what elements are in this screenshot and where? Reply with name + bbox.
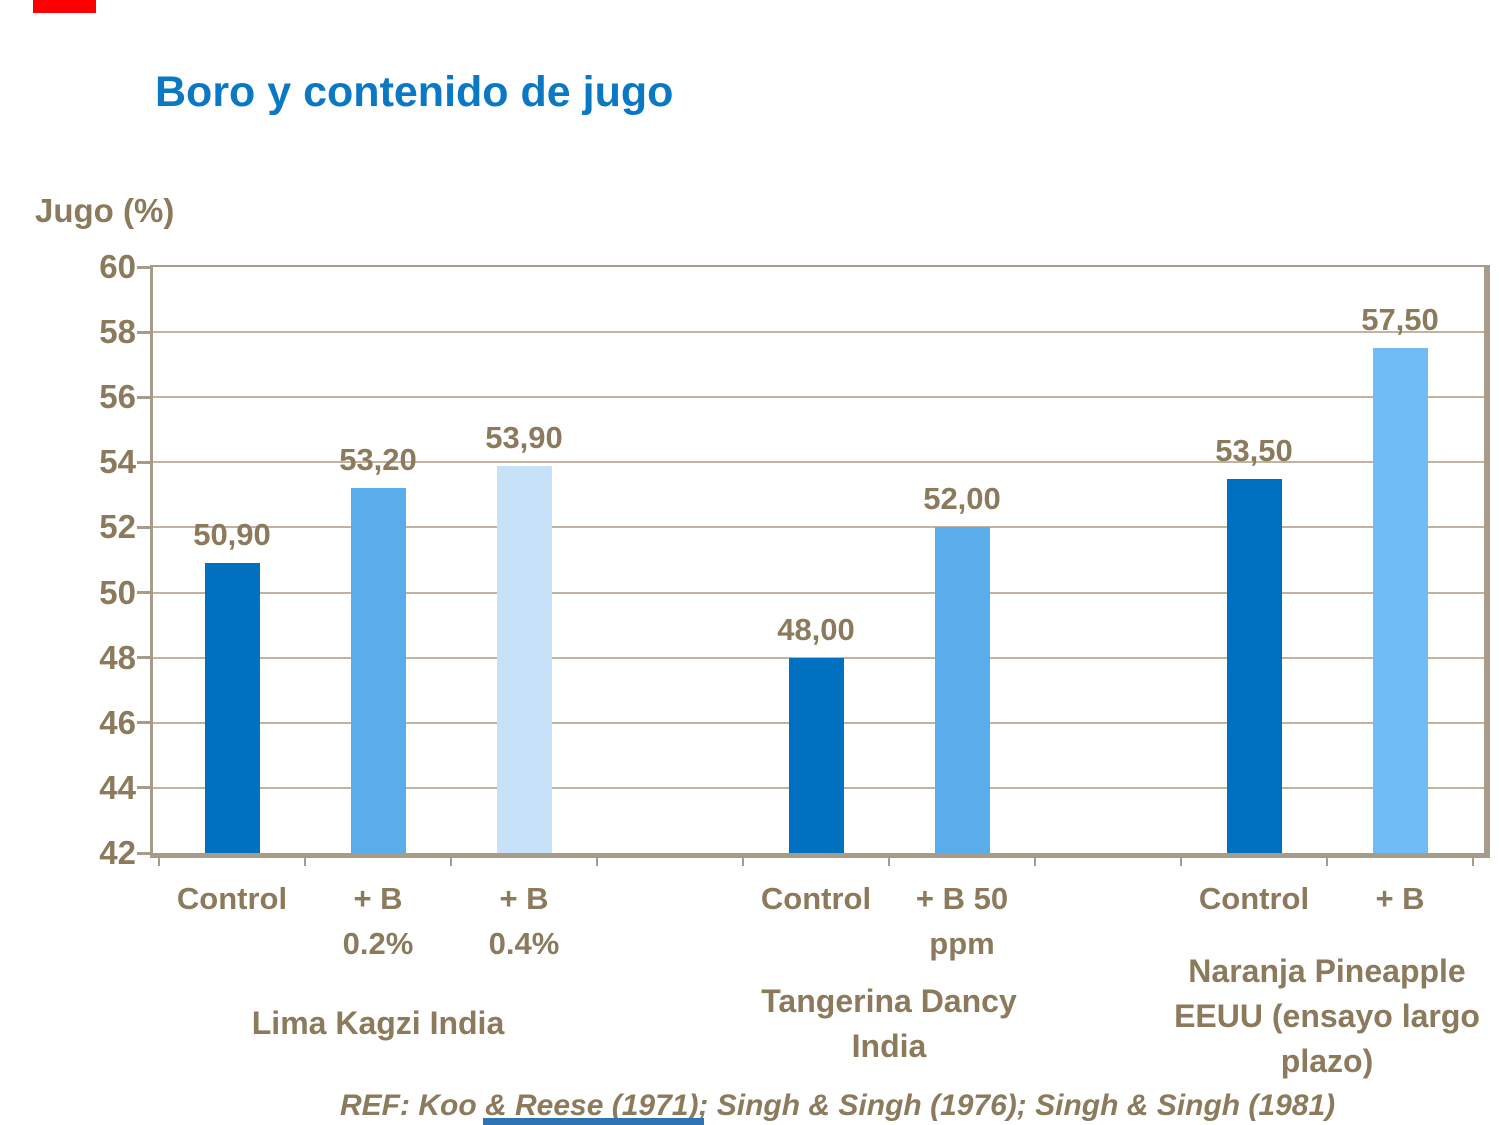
y-tick-mark — [137, 525, 151, 529]
x-tick-mark — [1180, 853, 1182, 866]
x-category-label: Control — [176, 881, 288, 916]
y-tick-label: 54 — [99, 443, 136, 481]
x-category-label: + B 0.4% — [488, 881, 560, 961]
blue-accent-bar — [483, 1118, 704, 1125]
y-tick-label: 42 — [99, 834, 136, 871]
x-tick-mark — [450, 853, 452, 866]
gridline — [153, 591, 1484, 594]
y-tick-label: 58 — [99, 313, 136, 351]
x-tick-mark — [596, 853, 598, 866]
bar-value-label: 53,90 — [485, 419, 563, 455]
bar-value-label: 53,20 — [339, 442, 417, 478]
gridline — [153, 526, 1484, 529]
x-category-label: + B 0.2% — [342, 881, 414, 961]
y-tick-mark — [137, 591, 151, 595]
x-tick-mark — [1034, 853, 1036, 866]
bar-53_20 — [350, 488, 406, 853]
red-accent-bar — [33, 0, 96, 13]
bar-value-label: 53,50 — [1215, 432, 1293, 468]
x-tick-mark — [1472, 853, 1474, 866]
y-tick-label: 56 — [99, 378, 136, 416]
y-tick-mark — [137, 395, 151, 399]
y-axis-label: Jugo (%) — [35, 192, 175, 229]
y-tick-label: 50 — [99, 573, 136, 611]
x-tick-mark — [158, 853, 160, 866]
y-tick-mark — [137, 656, 151, 660]
y-tick-label: 48 — [99, 638, 136, 676]
bar-value-label: 48,00 — [777, 611, 855, 647]
group-label: Lima Kagzi India — [251, 1005, 505, 1041]
x-tick-mark — [1326, 853, 1328, 866]
reference-text: REF: Koo & Reese (1971); Singh & Singh (… — [340, 1089, 1336, 1122]
x-category-label: + B 50 ppm — [915, 881, 1009, 961]
x-tick-mark — [304, 853, 306, 866]
bar-53_50 — [1226, 478, 1282, 853]
y-tick-mark — [137, 460, 151, 464]
bar-value-label: 57,50 — [1361, 302, 1439, 338]
x-tick-mark — [888, 853, 890, 866]
y-tick-label: 52 — [99, 508, 136, 546]
bar-53_90 — [496, 465, 552, 853]
y-tick-label: 44 — [99, 768, 136, 806]
x-category-label: + B — [1375, 881, 1425, 916]
bar-50_90 — [204, 563, 260, 853]
y-tick-label: 46 — [99, 703, 136, 741]
chart-title: Boro y contenido de jugo — [155, 68, 674, 116]
bar-value-label: 50,90 — [193, 517, 271, 553]
y-tick-mark — [137, 786, 151, 790]
gridline — [153, 331, 1484, 334]
y-tick-label: 60 — [99, 248, 136, 285]
group-label: Naranja Pineapple EEUU (ensayo largo pla… — [1174, 953, 1480, 1079]
gridline — [153, 461, 1484, 464]
group-label: Tangerina Dancy India — [761, 983, 1017, 1064]
y-tick-mark — [137, 265, 151, 269]
bar-48_00 — [788, 657, 844, 853]
y-tick-mark — [137, 330, 151, 334]
bar-52_00 — [934, 527, 990, 853]
gridline — [153, 396, 1484, 399]
plot-area: 50,90 53,20 53,90 48,00 52,00 53,50 57,50 — [150, 265, 1490, 866]
x-tick-mark — [742, 853, 744, 866]
y-tick-mark — [137, 721, 151, 725]
bar-57_50 — [1372, 348, 1428, 853]
x-category-label: Control — [760, 881, 872, 916]
x-category-label: Control — [1198, 881, 1310, 916]
bar-value-label: 52,00 — [923, 481, 1001, 517]
y-tick-mark — [137, 851, 151, 855]
